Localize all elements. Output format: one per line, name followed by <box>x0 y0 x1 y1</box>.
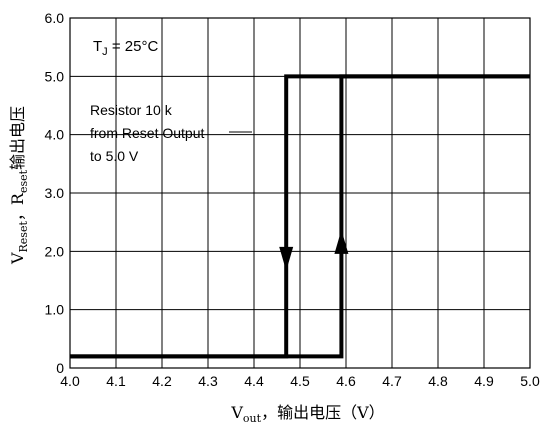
rising-arrow <box>334 229 349 254</box>
direction-arrows <box>279 229 349 271</box>
resistor-annotation-line-2: from Reset Output <box>90 125 204 141</box>
x-axis-label: Vout，输出电压（V） <box>230 403 384 425</box>
x-tick-label: 4.3 <box>198 373 218 389</box>
annotations: TJ = 25°C Resistor 10 k from Reset Outpu… <box>90 38 252 164</box>
plot-frame <box>69 17 531 369</box>
resistor-annotation-line-1: Resistor 10 k <box>90 102 173 118</box>
tj-annotation: TJ = 25°C <box>93 38 158 58</box>
x-tick-label: 4.2 <box>152 373 172 389</box>
y-axis-label: VReset，Reset输出电压 <box>8 106 30 265</box>
y-tick-label: 6.0 <box>45 10 65 26</box>
x-tick-label: 4.8 <box>428 373 448 389</box>
series-line-rising <box>70 74 530 359</box>
resistor-annotation-line-3: to 5.0 V <box>90 148 139 164</box>
y-tick-label: 4.0 <box>45 127 65 143</box>
x-tick-label: 4.1 <box>106 373 126 389</box>
x-tick-label: 4.6 <box>336 373 356 389</box>
y-tick-label: 1.0 <box>45 302 65 318</box>
x-tick-label: 4.5 <box>290 373 310 389</box>
y-tick-label: 2.0 <box>45 243 65 259</box>
x-tick-label: 4.4 <box>244 373 264 389</box>
x-tick-label: 4.0 <box>60 373 80 389</box>
x-tick-labels: 4.0 4.1 4.2 4.3 4.4 4.5 4.6 4.7 4.8 4.9 5.0 <box>60 373 540 389</box>
x-tick-label: 5.0 <box>520 373 540 389</box>
series-lines <box>70 74 530 359</box>
y-tick-labels: 0 1.0 2.0 3.0 4.0 5.0 6.0 <box>45 10 65 376</box>
grid <box>70 18 530 368</box>
x-tick-label: 4.7 <box>382 373 402 389</box>
x-tick-label: 4.9 <box>474 373 494 389</box>
y-tick-label: 0 <box>56 360 64 376</box>
y-tick-label: 3.0 <box>45 185 65 201</box>
y-tick-label: 5.0 <box>45 68 65 84</box>
falling-arrow <box>279 246 294 271</box>
